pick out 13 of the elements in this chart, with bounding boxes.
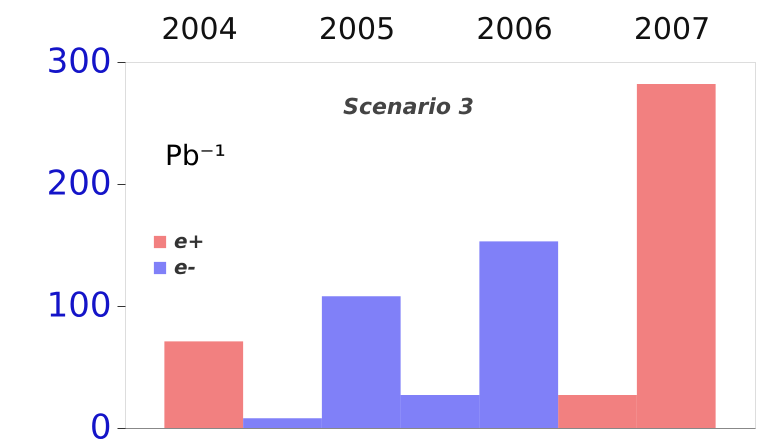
text: 2006 [476, 12, 553, 47]
legend-label: e- [174, 255, 196, 279]
y-tick-label: 100 [46, 286, 112, 326]
y-tick-label: 300 [46, 42, 112, 82]
bar [164, 341, 244, 428]
y-tick-label: 200 [46, 164, 112, 204]
text: 2004 [161, 12, 238, 47]
text: Scenario 3 [343, 95, 474, 120]
text: 2007 [634, 12, 710, 47]
y-tick-label: 0 [90, 408, 112, 448]
y-axis-title: Pb⁻¹ [165, 139, 226, 172]
text: 2005 [318, 12, 396, 47]
legend-label: e+ [174, 229, 204, 253]
